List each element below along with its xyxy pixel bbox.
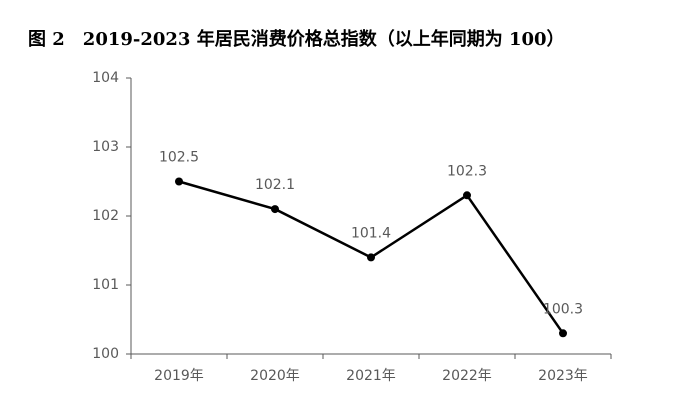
point xyxy=(463,191,471,200)
y-tick-label: 104 xyxy=(92,70,119,86)
point xyxy=(367,253,375,262)
data-label: 102.5 xyxy=(159,150,199,166)
x-tick-label: 2023年 xyxy=(538,368,588,384)
point xyxy=(559,329,567,338)
y-tick-label: 103 xyxy=(92,139,119,155)
y-tick-label: 100 xyxy=(92,346,119,362)
data-label: 102.1 xyxy=(255,177,295,193)
x-tick-label: 2022年 xyxy=(442,368,492,384)
point xyxy=(271,205,279,214)
data-label: 100.3 xyxy=(543,301,583,317)
x-tick-label: 2021年 xyxy=(346,368,396,384)
x-tick-label: 2019年 xyxy=(154,368,204,384)
point xyxy=(175,177,183,186)
chart-title: 图 2 2019-2023 年居民消费价格总指数（以上年同期为 100） xyxy=(28,28,565,50)
y-tick-label: 102 xyxy=(92,208,119,224)
y-tick-label: 101 xyxy=(92,277,119,293)
data-label: 102.3 xyxy=(447,163,487,179)
x-tick-label: 2020年 xyxy=(250,368,300,384)
data-label: 101.4 xyxy=(351,225,391,241)
